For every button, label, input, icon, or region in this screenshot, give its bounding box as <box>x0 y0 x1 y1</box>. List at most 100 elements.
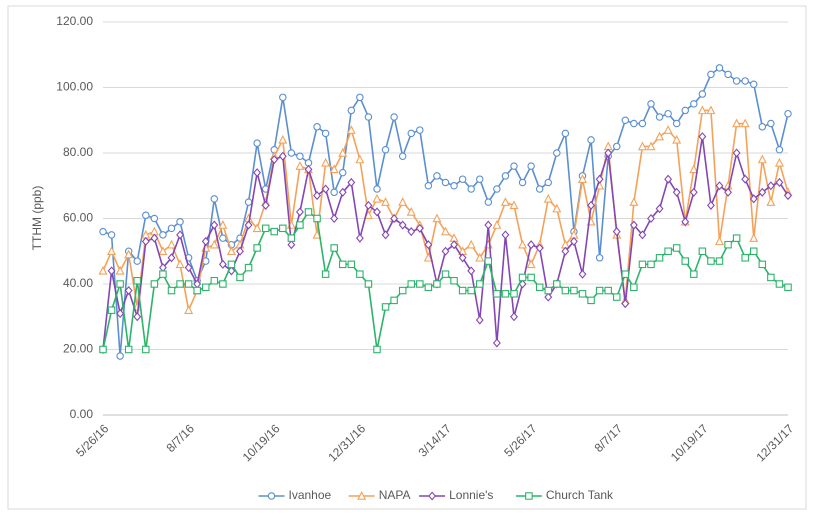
data-point <box>741 254 749 262</box>
data-point <box>655 204 664 214</box>
data-point <box>467 286 475 295</box>
data-point <box>158 246 168 255</box>
data-point <box>372 193 382 203</box>
data-point <box>450 182 458 190</box>
data-point <box>347 106 356 115</box>
legend-marker <box>267 492 276 500</box>
data-point <box>193 286 201 295</box>
data-point <box>458 286 467 295</box>
data-point <box>407 227 416 237</box>
data-point <box>398 197 408 206</box>
data-point <box>544 286 552 295</box>
data-point <box>416 280 424 288</box>
data-point <box>467 266 476 276</box>
data-point <box>544 292 553 302</box>
data-point <box>672 244 681 252</box>
data-point <box>116 280 124 288</box>
data-point <box>107 246 117 255</box>
data-point <box>578 290 587 298</box>
data-point <box>637 141 647 151</box>
data-point <box>373 207 381 217</box>
data-point <box>116 308 125 319</box>
data-point <box>373 345 381 354</box>
data-point <box>510 290 518 298</box>
data-point <box>553 280 561 288</box>
y-tick-label: 120.00 <box>56 14 93 28</box>
data-point <box>629 220 638 230</box>
data-point <box>407 129 415 138</box>
data-point <box>467 185 475 193</box>
data-point <box>784 283 792 292</box>
data-point <box>655 113 664 121</box>
data-point <box>416 126 424 134</box>
data-point <box>364 113 373 121</box>
legend-label: Church Tank <box>546 488 614 502</box>
data-point <box>296 207 304 217</box>
data-point <box>115 265 125 275</box>
data-point <box>493 290 501 298</box>
legend-marker <box>357 490 367 500</box>
data-point <box>107 231 116 239</box>
data-point <box>561 129 570 138</box>
data-point <box>775 145 784 154</box>
data-point <box>663 125 673 134</box>
data-point <box>647 213 655 224</box>
data-point <box>321 184 330 194</box>
data-point <box>681 217 690 227</box>
y-axis-label: TTHM (ppb) <box>30 186 44 251</box>
data-point <box>767 119 775 128</box>
data-point <box>758 123 767 131</box>
data-point <box>184 305 194 314</box>
data-point <box>175 259 185 269</box>
data-point <box>501 172 510 180</box>
data-point <box>527 162 535 170</box>
data-point <box>458 175 467 183</box>
data-point <box>527 273 535 282</box>
data-point <box>774 157 784 167</box>
data-point <box>707 70 715 79</box>
data-point <box>630 119 638 128</box>
data-point <box>150 233 159 243</box>
legend-item: Church Tank <box>515 488 614 502</box>
data-point <box>732 234 741 242</box>
data-point <box>604 148 613 158</box>
data-point <box>201 236 210 246</box>
data-point <box>638 230 647 240</box>
data-point <box>313 214 321 223</box>
data-point <box>338 147 348 157</box>
data-point <box>390 213 399 224</box>
legend-marker <box>525 492 533 500</box>
data-point <box>510 312 518 322</box>
data-point <box>749 194 758 204</box>
data-point <box>577 174 588 183</box>
legend-item: NAPA <box>348 488 410 502</box>
data-point <box>493 185 501 193</box>
data-point <box>236 273 244 282</box>
data-point <box>629 197 639 206</box>
data-point <box>133 312 142 322</box>
data-point <box>724 240 732 249</box>
data-point <box>321 270 330 278</box>
data-point <box>159 270 167 278</box>
data-point <box>552 203 562 213</box>
data-point <box>621 116 630 125</box>
data-point <box>475 280 484 288</box>
legend-label: Lonnie's <box>449 488 493 502</box>
data-point <box>433 280 441 288</box>
data-point <box>544 178 552 187</box>
data-point <box>381 303 390 311</box>
data-point <box>287 240 296 250</box>
data-point <box>287 234 296 242</box>
data-point <box>741 77 749 85</box>
data-point <box>433 172 441 180</box>
data-point <box>141 236 150 246</box>
data-point <box>690 270 698 278</box>
data-point <box>757 154 767 164</box>
data-point <box>767 273 775 282</box>
data-point <box>184 263 193 273</box>
data-point <box>107 306 116 314</box>
data-point <box>484 220 493 230</box>
data-point <box>210 220 219 230</box>
data-point <box>647 100 655 108</box>
